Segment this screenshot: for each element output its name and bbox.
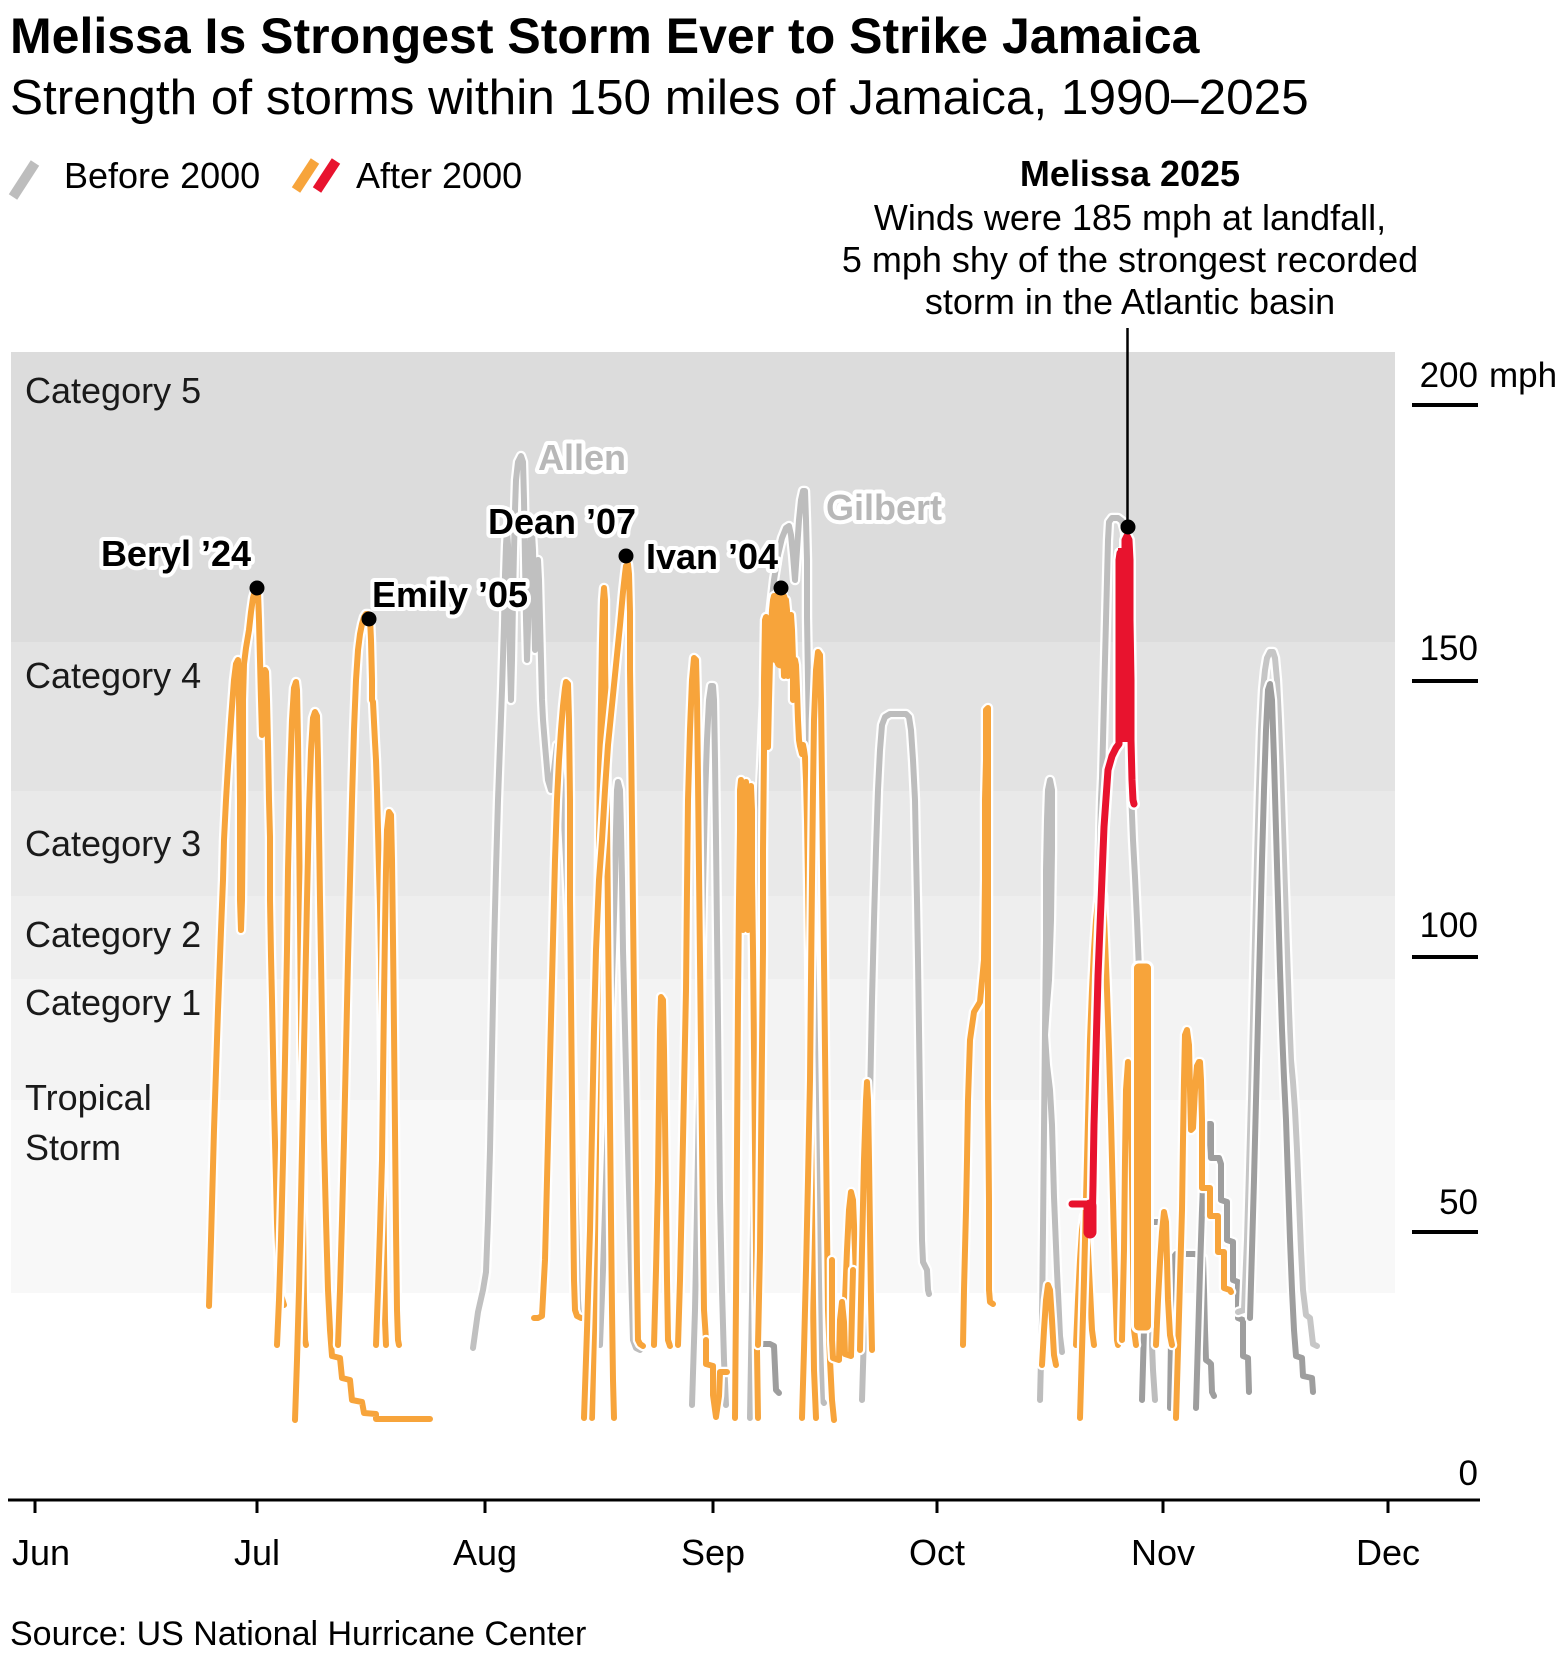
svg-text:storm in the Atlantic basin: storm in the Atlantic basin bbox=[925, 281, 1335, 322]
svg-text:Nov: Nov bbox=[1131, 1532, 1195, 1573]
svg-text:Melissa Is Strongest Storm Eve: Melissa Is Strongest Storm Ever to Strik… bbox=[10, 8, 1201, 64]
svg-text:Source: US National Hurricane: Source: US National Hurricane Center bbox=[10, 1615, 586, 1650]
svg-text:Oct: Oct bbox=[909, 1532, 965, 1573]
svg-text:Dec: Dec bbox=[1356, 1532, 1420, 1573]
svg-text:Jul: Jul bbox=[234, 1532, 280, 1573]
svg-text:Before 2000: Before 2000 bbox=[64, 155, 260, 196]
svg-text:200: 200 bbox=[1420, 356, 1478, 395]
svg-text:50: 50 bbox=[1439, 1183, 1478, 1222]
svg-text:Emily ’05: Emily ’05 bbox=[372, 574, 528, 615]
svg-text:Category 1: Category 1 bbox=[25, 982, 201, 1023]
svg-text:Beryl ’24: Beryl ’24 bbox=[101, 533, 251, 574]
svg-text:Winds were 185 mph at landfall: Winds were 185 mph at landfall, bbox=[874, 197, 1386, 238]
svg-text:150: 150 bbox=[1420, 629, 1478, 668]
svg-text:0: 0 bbox=[1459, 1454, 1478, 1493]
svg-text:Category 3: Category 3 bbox=[25, 823, 201, 864]
svg-text:Storm: Storm bbox=[25, 1127, 121, 1168]
svg-text:After 2000: After 2000 bbox=[356, 155, 522, 196]
svg-text:Tropical: Tropical bbox=[25, 1077, 152, 1118]
svg-text:Category 4: Category 4 bbox=[25, 655, 201, 696]
svg-text:mph: mph bbox=[1489, 356, 1556, 395]
svg-text:5 mph shy of the strongest rec: 5 mph shy of the strongest recorded bbox=[842, 239, 1418, 280]
svg-text:Allen: Allen bbox=[538, 437, 626, 478]
svg-text:Dean ’07: Dean ’07 bbox=[488, 501, 636, 542]
svg-text:Strength of storms within 150: Strength of storms within 150 miles of J… bbox=[10, 70, 1309, 125]
svg-text:Category 5: Category 5 bbox=[25, 370, 201, 411]
svg-text:Aug: Aug bbox=[453, 1532, 517, 1573]
svg-text:Jun: Jun bbox=[12, 1532, 70, 1573]
svg-text:Sep: Sep bbox=[681, 1532, 745, 1573]
svg-text:Melissa 2025: Melissa 2025 bbox=[1020, 153, 1240, 194]
svg-text:Ivan ’04: Ivan ’04 bbox=[646, 536, 778, 577]
svg-text:Category 2: Category 2 bbox=[25, 914, 201, 955]
svg-text:100: 100 bbox=[1420, 906, 1478, 945]
svg-text:Gilbert: Gilbert bbox=[826, 487, 942, 528]
